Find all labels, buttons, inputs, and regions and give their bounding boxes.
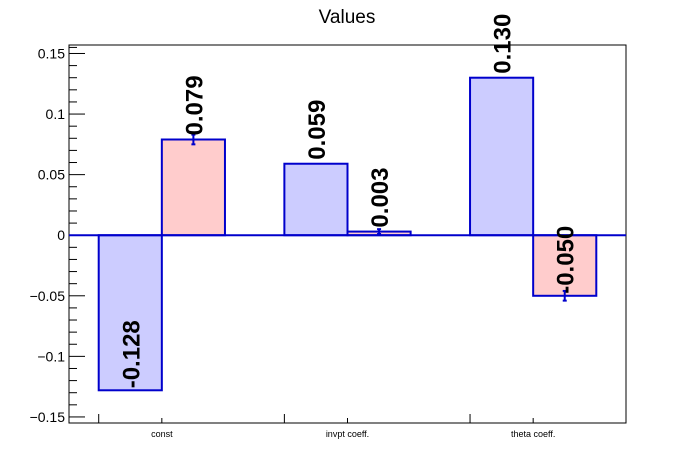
y-tick-label: −0.05 [30,288,66,304]
x-category-label: const [151,429,173,439]
data-label: 0.003 [367,168,394,228]
x-category-label: theta coeff. [511,429,555,439]
x-category-label: invpt coeff. [326,429,369,439]
y-tick-label: 0 [57,227,65,243]
data-labels: -0.128 0.059 0.130 0.079 0.003 -0.050 [118,14,579,389]
y-tick-label: −0.15 [30,409,66,425]
y-tick-label: 0.15 [38,45,65,61]
y-axis: −0.15 −0.1 −0.05 0 0.05 0.1 0.15 [30,45,85,425]
bars [97,76,598,392]
data-label: 0.130 [490,14,517,74]
y-tick-label: 0.1 [46,106,66,122]
bar [160,138,226,237]
data-label: 0.059 [304,100,331,160]
data-label: -0.050 [553,226,580,294]
y-tick-label: 0.05 [38,167,65,183]
x-axis: const invpt coeff. theta coeff. [98,414,555,439]
bar [469,76,535,237]
data-label: -0.128 [118,320,145,388]
bar [97,234,163,392]
chart-title: Values [319,7,376,28]
bar [283,162,349,237]
bar [532,234,598,297]
y-tick-label: −0.1 [37,348,65,364]
data-label: 0.079 [181,75,208,135]
